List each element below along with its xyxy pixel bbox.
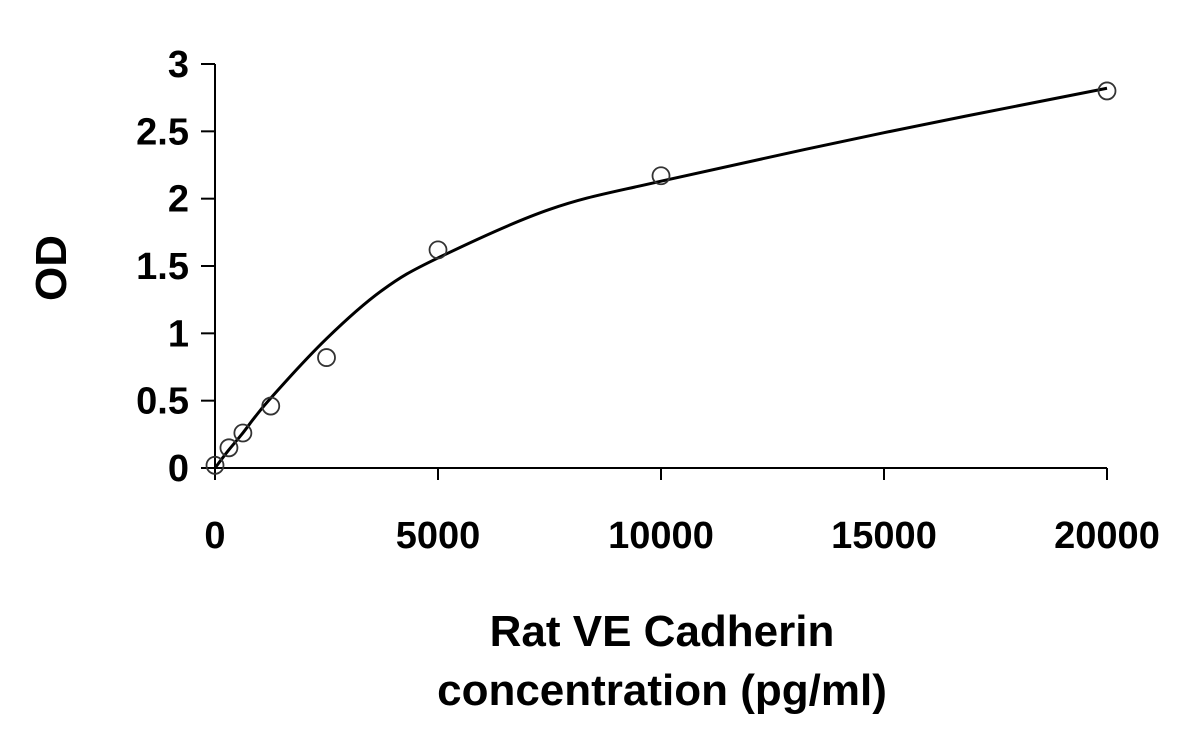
- data-point: [219, 438, 239, 458]
- x-ticks: 0 5000 10000 15000 20000: [204, 468, 1160, 557]
- data-point: [428, 240, 448, 260]
- y-ticks: 0 0.5 1 1.5 2 2.5 3: [136, 44, 215, 490]
- data-point: [233, 423, 253, 443]
- y-tick-label: 3: [168, 44, 189, 86]
- data-point: [651, 166, 671, 186]
- data-point: [1097, 81, 1117, 101]
- fit-curve: [213, 86, 1108, 469]
- y-tick-label: 0.5: [136, 381, 189, 423]
- y-axis-title: OD: [27, 235, 76, 301]
- x-axis-title-line-2: concentration (pg/ml): [437, 666, 887, 715]
- x-tick-label: 15000: [831, 515, 937, 557]
- data-point: [205, 455, 225, 475]
- x-tick-label: 0: [204, 515, 225, 557]
- x-tick-label: 20000: [1054, 515, 1160, 557]
- y-tick-label: 0: [168, 448, 189, 490]
- x-tick-label: 5000: [396, 515, 481, 557]
- y-tick-label: 2.5: [136, 111, 189, 153]
- data-point: [261, 396, 281, 416]
- data-point: [317, 348, 336, 367]
- data-points: [205, 81, 1117, 475]
- y-tick-label: 1: [168, 313, 189, 355]
- y-tick-label: 2: [168, 179, 189, 221]
- x-tick-label: 10000: [608, 515, 714, 557]
- y-tick-label: 1.5: [136, 246, 189, 288]
- x-axis-title-line-1: Rat VE Cadherin: [490, 607, 835, 656]
